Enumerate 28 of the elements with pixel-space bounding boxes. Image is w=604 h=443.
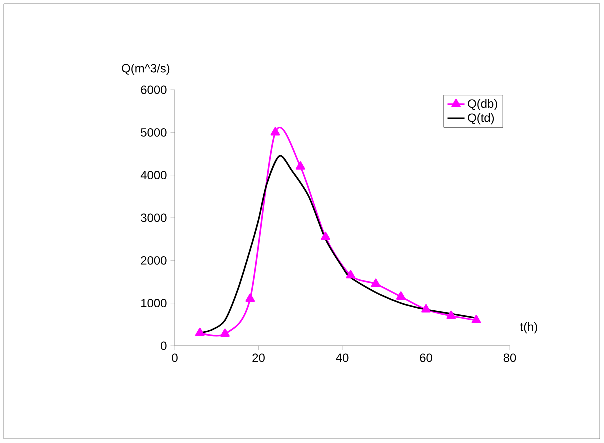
- point: [446, 310, 456, 320]
- x-tick-label: 0: [172, 354, 178, 362]
- x-tick-label: 20: [252, 354, 265, 362]
- point: [296, 162, 306, 170]
- x-tick-label: 40: [336, 354, 349, 362]
- point: [270, 127, 280, 136]
- point: [220, 328, 230, 338]
- point: [472, 315, 482, 324]
- y-tick-label: 1000: [142, 299, 167, 308]
- y-tick-label: 4000: [140, 171, 167, 180]
- y-axis-title: Q(m^3/s): [122, 64, 170, 76]
- point: [246, 294, 256, 302]
- y-tick-label: 6000: [141, 86, 167, 94]
- point: [195, 328, 205, 336]
- x-tick-label: 60: [420, 354, 432, 362]
- point: [396, 292, 406, 300]
- y-tick-label: 0: [161, 342, 167, 350]
- y-tick-label: 2000: [141, 256, 167, 265]
- point: [321, 232, 330, 240]
- y-tick-label: 5000: [141, 128, 167, 137]
- x-tick-label: 80: [504, 354, 516, 362]
- point: [346, 270, 356, 279]
- point: [371, 278, 381, 288]
- legend-label: Q(db): [468, 99, 498, 110]
- point: [422, 304, 431, 313]
- legend-label: Q(td): [468, 113, 494, 125]
- y-tick-label: 3000: [141, 214, 167, 222]
- x-axis-title: t(h): [520, 322, 538, 334]
